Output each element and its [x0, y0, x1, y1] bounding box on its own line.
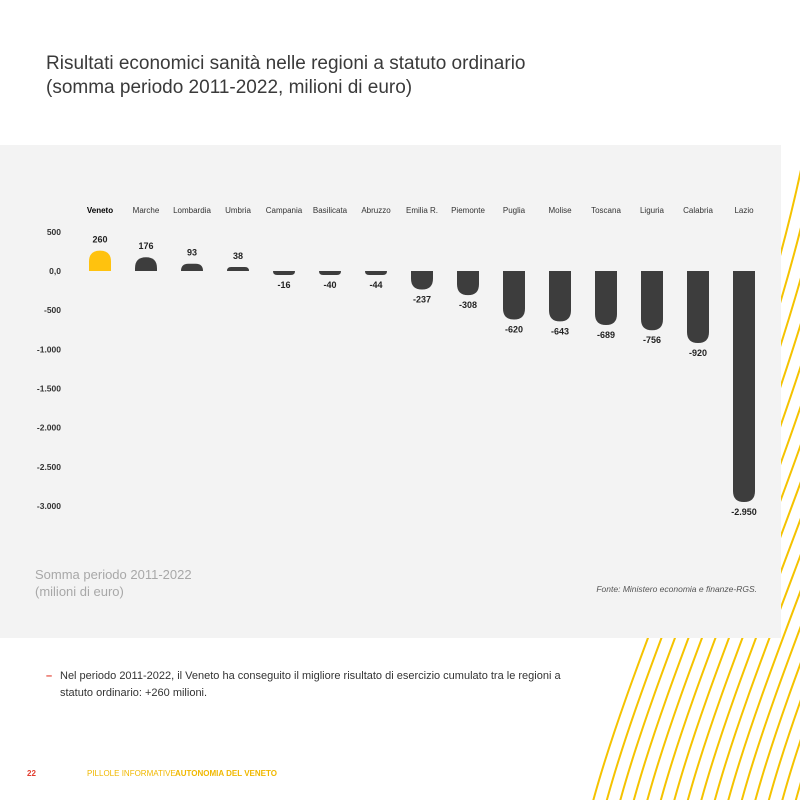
bar-veneto: [89, 250, 111, 271]
bar-lazio: [733, 271, 755, 502]
chart-panel: [0, 145, 781, 638]
y-tick-label: 500: [47, 227, 61, 237]
bar-campania: [273, 271, 295, 275]
y-tick-label: -3.000: [37, 501, 61, 511]
decorative-stripe: [659, 405, 800, 800]
x-category-label: Lombardia: [173, 206, 211, 215]
data-label: -643: [551, 326, 569, 336]
bullet-text: Nel periodo 2011-2022, il Veneto ha cons…: [60, 670, 561, 699]
data-label: -756: [643, 335, 661, 345]
data-label: -308: [459, 300, 477, 310]
bar-basilicata: [319, 271, 341, 275]
bar-abruzzo: [365, 271, 387, 275]
data-label: -620: [505, 325, 523, 335]
decorative-stripe: [713, 553, 800, 800]
y-tick-label: -1.000: [37, 344, 61, 354]
bar-puglia: [503, 271, 525, 320]
x-category-label: Veneto: [87, 206, 113, 215]
y-tick-label: -500: [44, 305, 61, 315]
decorative-stripe: [767, 699, 800, 800]
x-category-label: Campania: [266, 206, 303, 215]
x-category-label: Basilicata: [313, 206, 348, 215]
x-category-label: Emilia R.: [406, 206, 438, 215]
data-label: -40: [323, 280, 336, 290]
bar-chart: 500 0,0 -500 -1.000 -1.500 -2.000 -2.500 -3.000…: [37, 206, 757, 517]
bullet-dash-icon: –: [46, 670, 53, 682]
x-category-label: Puglia: [503, 206, 526, 215]
data-label: 38: [233, 251, 243, 261]
decorative-stripe: [673, 444, 800, 800]
caption-line-1: Somma periodo 2011-2022: [35, 567, 192, 582]
bullet-point: – Nel periodo 2011-2022, il Veneto ha co…: [46, 668, 566, 702]
page-title: Risultati economici sanità nelle regioni…: [46, 52, 606, 100]
x-category-label: Abruzzo: [361, 206, 391, 215]
bar-toscana: [595, 271, 617, 325]
y-tick-label: -1.500: [37, 383, 61, 393]
bar-umbria: [227, 267, 249, 271]
x-category-label: Umbria: [225, 206, 251, 215]
data-label: -920: [689, 348, 707, 358]
decorative-stripe: [740, 625, 800, 800]
decorative-stripe: [700, 517, 800, 800]
bar-calabria: [687, 271, 709, 344]
data-label: 176: [138, 241, 153, 251]
decorative-stripe: [727, 589, 800, 800]
x-category-label: Lazio: [734, 206, 754, 215]
bar-piemonte: [457, 271, 479, 296]
bar-lombardia: [181, 263, 203, 271]
x-category-label: Molise: [548, 206, 572, 215]
data-label: -2.950: [731, 507, 757, 517]
decorative-stripe: [754, 661, 800, 800]
footer-brand: AUTONOMIA DEL VENETO: [175, 769, 277, 778]
footer-series: PILLOLE INFORMATIVE: [87, 769, 176, 778]
data-label: 93: [187, 248, 197, 258]
page-footer: 22 PILLOLE INFORMATIVE AUTONOMIA DEL VEN…: [27, 769, 277, 778]
y-tick-label: -2.500: [37, 462, 61, 472]
source-note: Fonte: Ministero economia e finanze-RGS.: [596, 584, 757, 594]
title-line-1: Risultati economici sanità nelle regioni…: [46, 53, 526, 74]
caption-line-2: (milioni di euro): [35, 584, 124, 599]
y-tick-label: 0,0: [49, 266, 61, 276]
data-label: -16: [277, 280, 290, 290]
bar-liguria: [641, 271, 663, 331]
data-label: -689: [597, 330, 615, 340]
x-category-label: Toscana: [591, 206, 621, 215]
x-category-label: Calabria: [683, 206, 713, 215]
data-label: 260: [92, 235, 107, 245]
data-label: -237: [413, 295, 431, 305]
data-label: -44: [369, 280, 382, 290]
bar-emilia-r-: [411, 271, 433, 290]
bar-marche: [135, 257, 157, 271]
title-line-2: (somma periodo 2011-2022, milioni di eur…: [46, 77, 413, 98]
x-category-label: Liguria: [640, 206, 665, 215]
x-category-label: Piemonte: [451, 206, 485, 215]
bar-molise: [549, 271, 571, 322]
y-tick-label: -2.000: [37, 423, 61, 433]
page-number: 22: [27, 769, 36, 778]
chart-caption: Somma periodo 2011-2022 (milioni di euro…: [35, 566, 192, 600]
decorative-stripe: [686, 481, 800, 800]
x-category-label: Marche: [133, 206, 160, 215]
